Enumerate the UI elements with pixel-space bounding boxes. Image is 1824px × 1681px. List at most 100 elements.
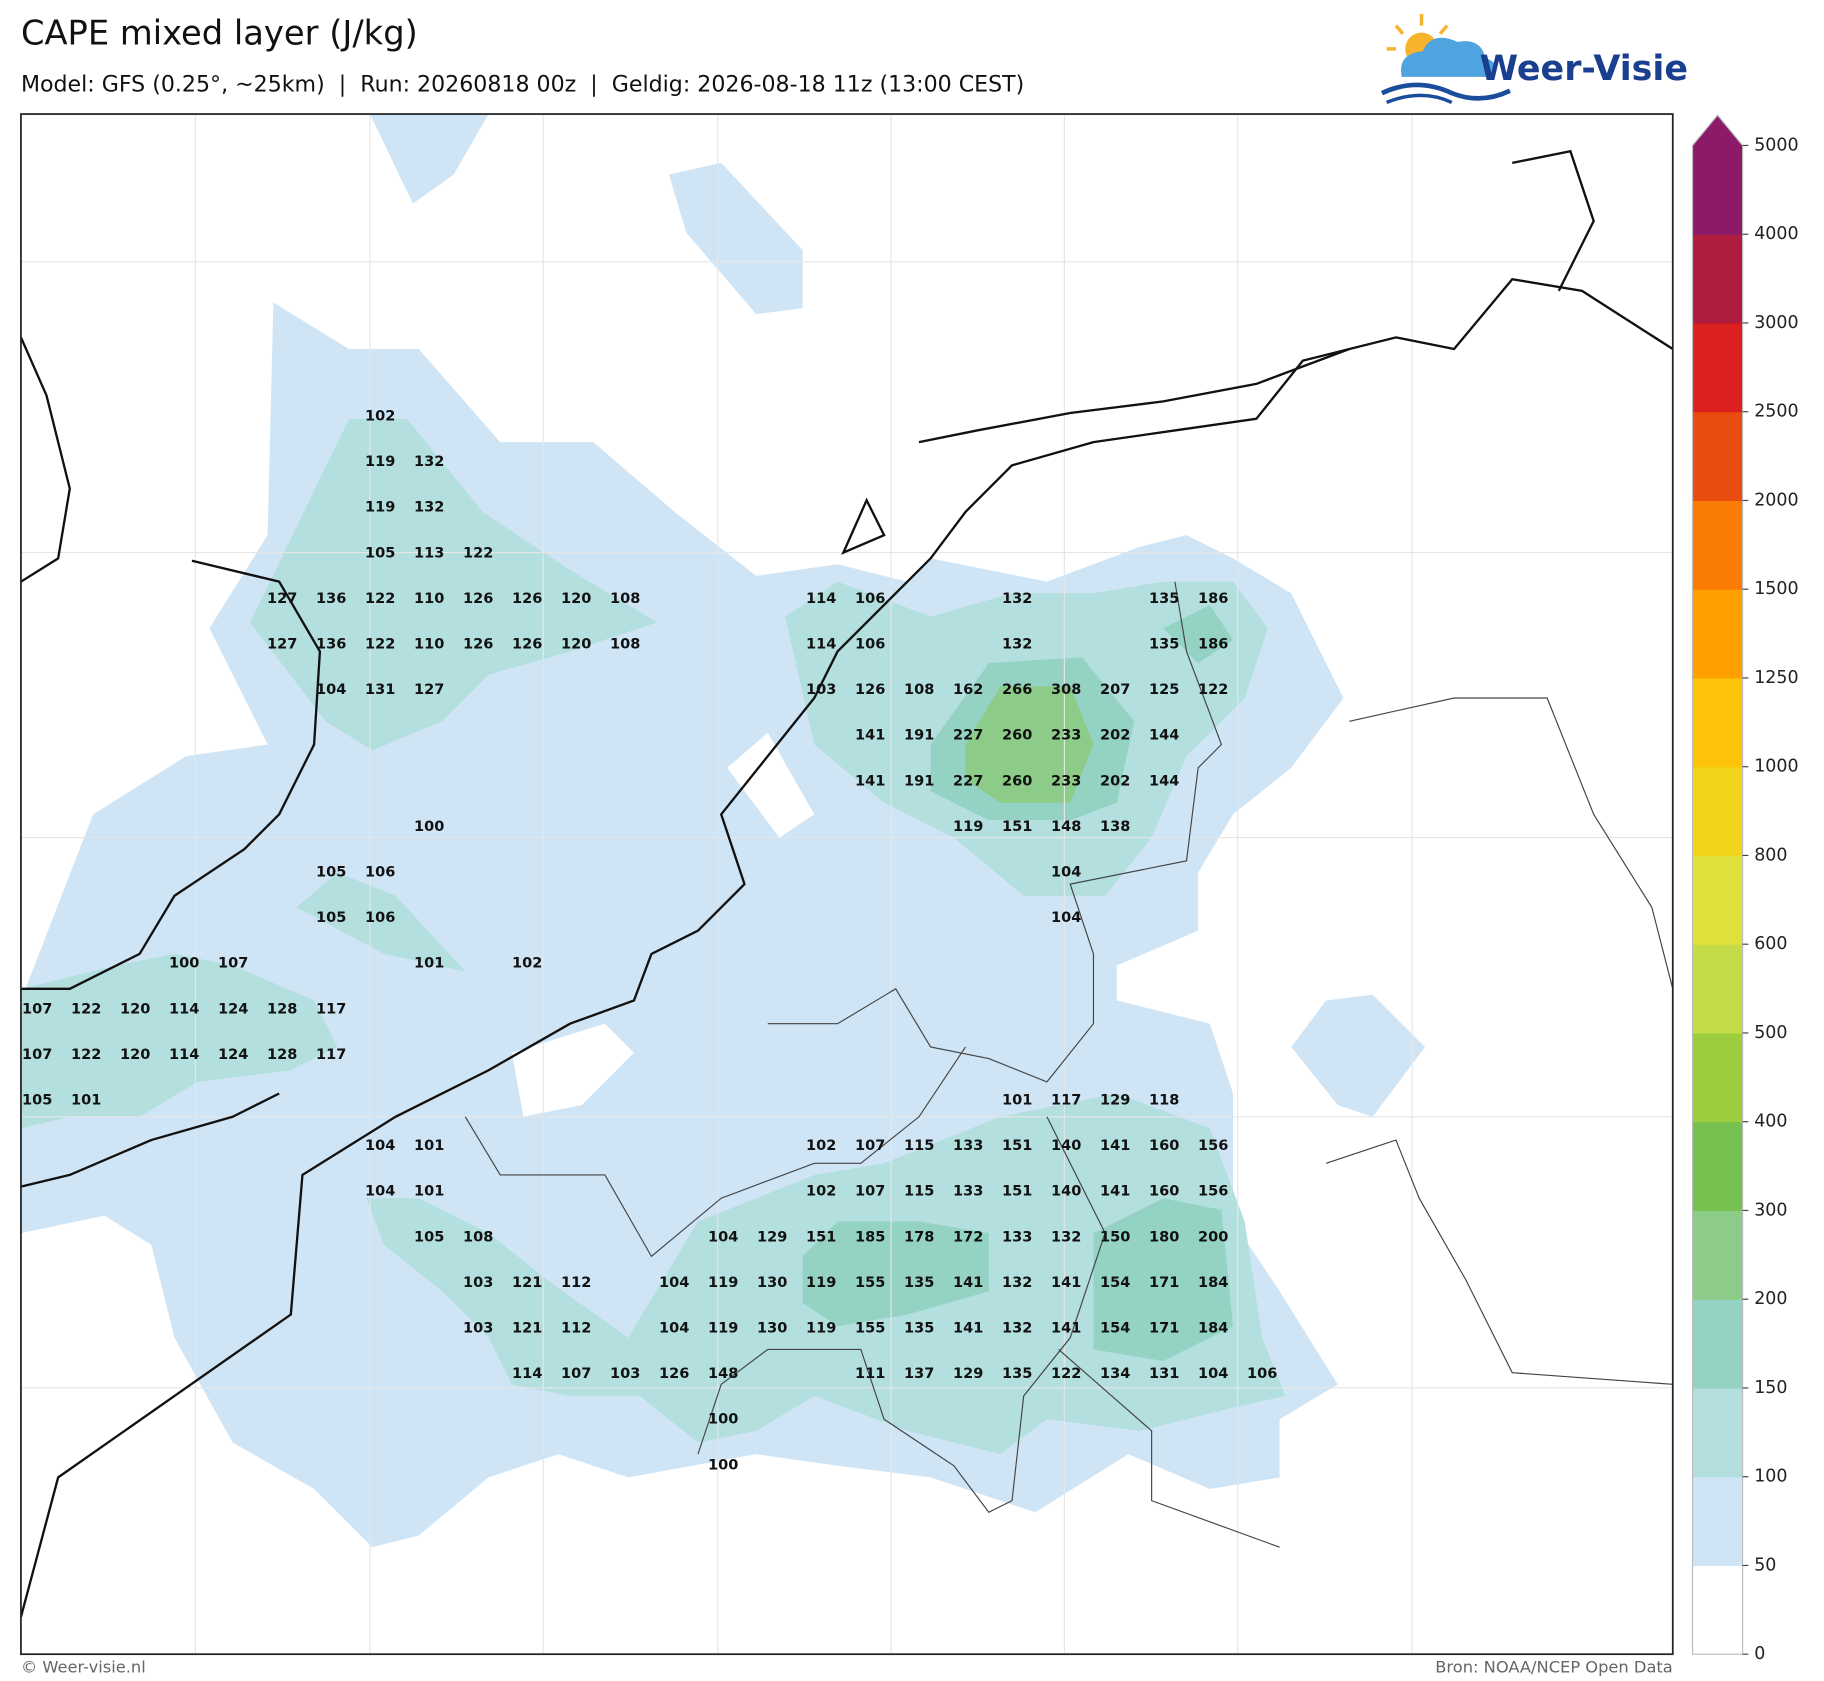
cape-label: 106 bbox=[1247, 1366, 1277, 1382]
colorbar-segment bbox=[1692, 677, 1743, 768]
cape-label: 110 bbox=[414, 591, 444, 607]
cape-label: 108 bbox=[610, 636, 640, 652]
cape-label: 117 bbox=[1051, 1092, 1081, 1108]
colorbar-segment bbox=[1692, 234, 1743, 324]
cape-label: 171 bbox=[1149, 1320, 1179, 1336]
coastline bbox=[20, 149, 1673, 1618]
cape-label: 108 bbox=[904, 682, 934, 698]
cape-label: 129 bbox=[953, 1366, 983, 1382]
cape-label: 106 bbox=[855, 591, 885, 607]
cape-label: 132 bbox=[1002, 636, 1032, 652]
cape-label: 120 bbox=[120, 1001, 150, 1017]
cape-label: 141 bbox=[1051, 1320, 1081, 1336]
cape-label: 184 bbox=[1198, 1320, 1228, 1336]
cape-label: 132 bbox=[414, 500, 444, 516]
cape-label: 144 bbox=[1149, 773, 1179, 789]
cape-label: 127 bbox=[267, 636, 297, 652]
cape-label: 126 bbox=[855, 682, 885, 698]
cape-label: 122 bbox=[365, 636, 395, 652]
cape-label: 227 bbox=[953, 728, 983, 744]
cape-label: 115 bbox=[904, 1184, 934, 1200]
colorbar-outline bbox=[1691, 114, 1744, 1655]
subtitle: Model: GFS (0.25°, ~25km) | Run: 2026081… bbox=[21, 71, 1024, 97]
cape-label: 154 bbox=[1100, 1275, 1130, 1291]
graticule bbox=[20, 114, 1673, 1655]
cape-label: 108 bbox=[463, 1229, 493, 1245]
cape-label: 200 bbox=[1198, 1229, 1228, 1245]
cape-label: 227 bbox=[953, 773, 983, 789]
colorbar-extend bbox=[1692, 115, 1743, 146]
cape-200 bbox=[965, 686, 1094, 803]
cape-label: 141 bbox=[1051, 1275, 1081, 1291]
cape-label: 122 bbox=[463, 545, 493, 561]
cape-label: 141 bbox=[953, 1275, 983, 1291]
cape-label: 136 bbox=[316, 591, 346, 607]
cape-label: 107 bbox=[22, 1047, 52, 1063]
cape-label: 105 bbox=[365, 545, 395, 561]
cape-label: 107 bbox=[855, 1184, 885, 1200]
cape-label: 140 bbox=[1051, 1138, 1081, 1154]
cape-label: 141 bbox=[855, 773, 885, 789]
cape-label: 119 bbox=[708, 1275, 738, 1291]
map bbox=[20, 114, 1673, 1655]
cape-label: 135 bbox=[1002, 1366, 1032, 1382]
cape-label: 105 bbox=[414, 1229, 444, 1245]
cape-label: 172 bbox=[953, 1229, 983, 1245]
cape-label: 160 bbox=[1149, 1184, 1179, 1200]
cape-label: 110 bbox=[414, 636, 444, 652]
cape-label: 101 bbox=[414, 1184, 444, 1200]
cape-label: 125 bbox=[1149, 682, 1179, 698]
cape-label: 122 bbox=[71, 1047, 101, 1063]
cape-label: 191 bbox=[904, 773, 934, 789]
colorbar-tick-label: 200 bbox=[1754, 1289, 1787, 1309]
cape-label: 107 bbox=[855, 1138, 885, 1154]
colorbar-segment bbox=[1692, 1565, 1743, 1655]
cape-label: 118 bbox=[1149, 1092, 1179, 1108]
colorbar-tick-label: 500 bbox=[1754, 1023, 1787, 1043]
colorbar-tick-label: 2500 bbox=[1754, 402, 1798, 422]
cape-label: 113 bbox=[414, 545, 444, 561]
colorbar: 0 50 100 150 200 300 400 500 600 800 1000 1250 1500 2… bbox=[1691, 114, 1799, 1664]
logo-text: Weer-Visie bbox=[1480, 49, 1688, 89]
cape-label: 103 bbox=[806, 682, 836, 698]
colorbar-tick-label: 600 bbox=[1754, 934, 1787, 954]
cape-label: 260 bbox=[1002, 773, 1032, 789]
cape-label: 132 bbox=[1002, 1320, 1032, 1336]
cape-label: 100 bbox=[708, 1457, 738, 1473]
cape-label: 129 bbox=[757, 1229, 787, 1245]
cape-label: 140 bbox=[1051, 1184, 1081, 1200]
cape-label: 155 bbox=[855, 1320, 885, 1336]
cape-label: 103 bbox=[610, 1366, 640, 1382]
colorbar-segment bbox=[1692, 1387, 1743, 1478]
cape-label: 132 bbox=[1002, 591, 1032, 607]
cape-label: 132 bbox=[1051, 1229, 1081, 1245]
cape-label: 119 bbox=[365, 454, 395, 470]
cape-label: 135 bbox=[904, 1320, 934, 1336]
colorbar-segment bbox=[1692, 411, 1743, 502]
cape-label: 105 bbox=[316, 864, 346, 880]
cape-label: 141 bbox=[953, 1320, 983, 1336]
cape-label: 122 bbox=[1051, 1366, 1081, 1382]
cape-label: 136 bbox=[316, 636, 346, 652]
cape-label: 126 bbox=[463, 591, 493, 607]
cape-label: 133 bbox=[1002, 1229, 1032, 1245]
cape-label: 130 bbox=[757, 1320, 787, 1336]
cape-label: 100 bbox=[708, 1412, 738, 1428]
colorbar-segment bbox=[1692, 944, 1743, 1034]
cape-label: 101 bbox=[1002, 1092, 1032, 1108]
cape-label: 100 bbox=[414, 819, 444, 835]
colorbar-tick-label: 50 bbox=[1754, 1555, 1776, 1575]
cape-label: 151 bbox=[806, 1229, 836, 1245]
colorbar-tick-label: 1500 bbox=[1754, 579, 1798, 599]
colorbar-segment bbox=[1692, 145, 1743, 235]
cape-label: 137 bbox=[904, 1366, 934, 1382]
colorbar-tick-label: 3000 bbox=[1754, 313, 1798, 333]
cape-label: 119 bbox=[365, 500, 395, 516]
colorbar-segment bbox=[1692, 500, 1743, 590]
cape-label: 155 bbox=[855, 1275, 885, 1291]
cape-label: 126 bbox=[512, 591, 542, 607]
cape-label: 112 bbox=[561, 1320, 591, 1336]
cape-label: 105 bbox=[316, 910, 346, 926]
cape-label: 127 bbox=[414, 682, 444, 698]
